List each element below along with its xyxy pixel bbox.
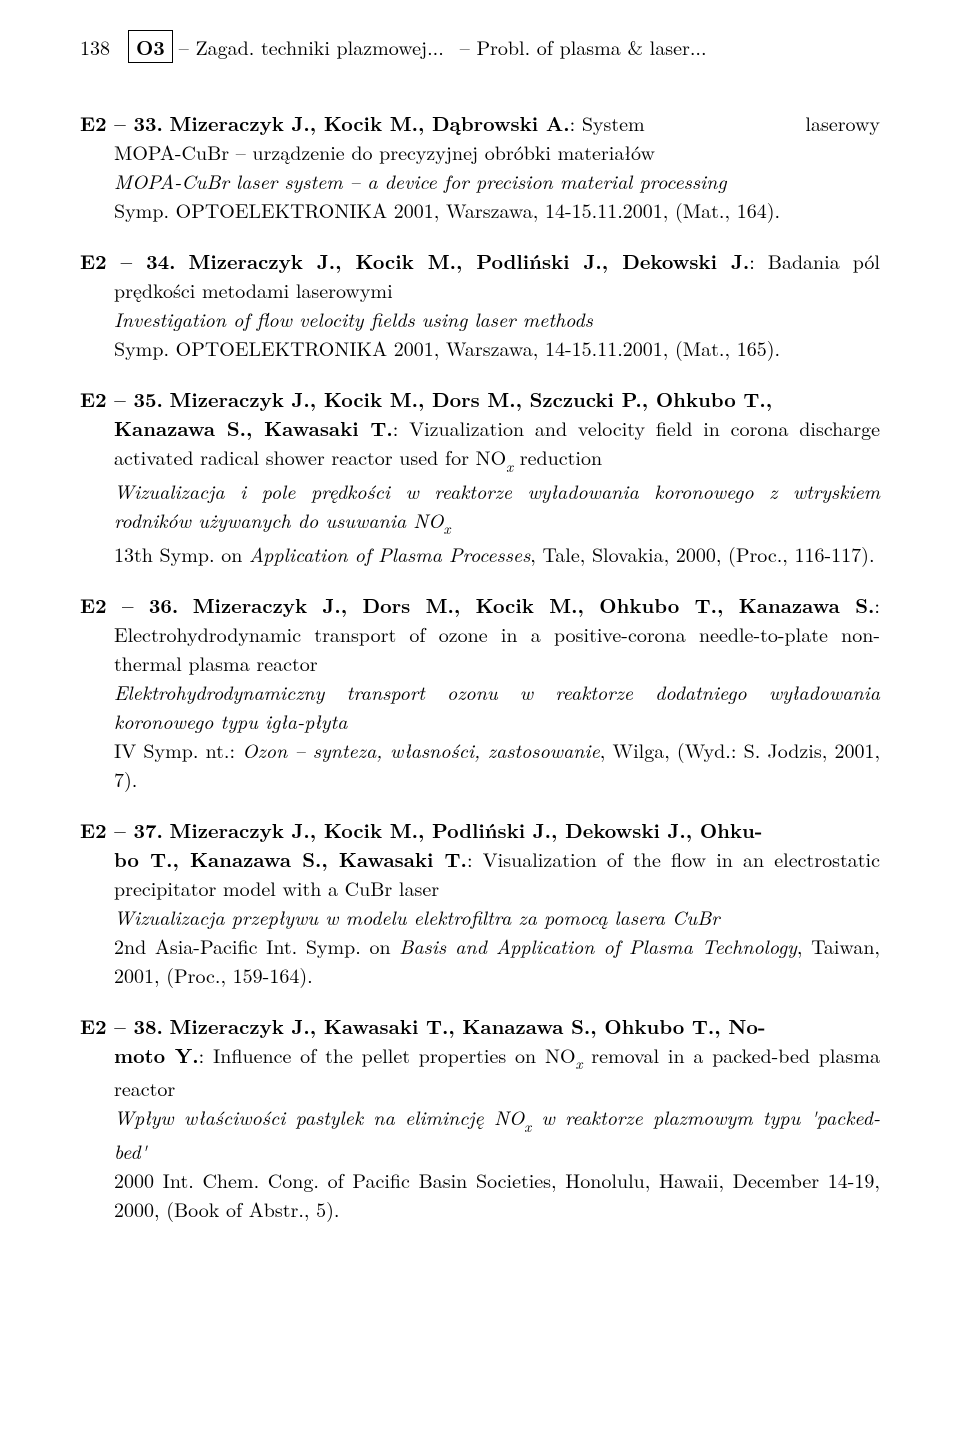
entry-title-en-a: : Influence of the pellet properties on …	[199, 1040, 576, 1069]
entry-title-translation: Elektrohydrodynamiczny transport ozonu w…	[114, 677, 880, 735]
entry-venue: Symp. OPTOELEKTRONIKA 2001, Warszawa, 14…	[114, 333, 880, 362]
entry-venue-it: Application of Plasma Processes	[249, 539, 530, 568]
entry-title-translation: MOPA-CuBr laser system – a device for pr…	[114, 166, 880, 195]
entry-title-en-tail: reduction	[513, 442, 602, 471]
entry-title-right: laserowy	[839, 108, 880, 137]
entry-venue-a: 2nd Asia-Pacific Int. Symp. on	[114, 931, 399, 960]
entry-title-translation: Investigation of flow velocity fields us…	[114, 304, 880, 333]
entry-venue-a: IV Symp. nt.:	[114, 735, 242, 764]
entry-title-line2: MOPA-CuBr – urządzenie do precyzyjnej ob…	[114, 137, 880, 166]
entry-authors-line2: moto Y.	[114, 1040, 199, 1069]
entry-authors-line1: Mizeraczyk J., Kocik M., Dors M., Szczuc…	[170, 384, 773, 413]
entry-authors-line2: Kanazawa S., Kawasaki T.	[114, 413, 393, 442]
entry-venue-it: Basis and Application of Plasma Technolo…	[399, 931, 797, 960]
entry-venue: 2000 Int. Chem. Cong. of Pacific Basin S…	[114, 1165, 880, 1223]
subscript-x: x	[576, 1053, 583, 1074]
entry-authors: Mizeraczyk J., Kocik M., Dąbrowski A.	[170, 108, 570, 137]
subscript-x: x	[524, 1116, 531, 1137]
entry-id: E2 – 37.	[80, 815, 163, 844]
bibliography-entry: E2 – 36. Mizeraczyk J., Dors M., Kocik M…	[80, 590, 880, 793]
bibliography-entry: E2 – 34. Mizeraczyk J., Kocik M., Podliń…	[80, 246, 880, 362]
entry-venue-a: 13th Symp. on	[114, 539, 249, 568]
entry-authors-line2: bo T., Kanazawa S., Kawasaki T.	[114, 844, 467, 873]
header-title-right: – Probl. of plasma & laser...	[460, 32, 707, 61]
entry-id: E2 – 34.	[80, 246, 176, 275]
entry-venue-it: Ozon – synteza, własności, zastosowanie	[242, 735, 600, 764]
entry-id: E2 – 35.	[80, 384, 163, 413]
header-title-left: – Zagad. techniki plazmowej...	[179, 32, 444, 61]
entry-id: E2 – 38.	[80, 1011, 163, 1040]
running-header: 138 O3 – Zagad. techniki plazmowej... – …	[80, 30, 880, 63]
entry-authors: Mizeraczyk J., Dors M., Kocik M., Ohkubo…	[193, 590, 875, 619]
bibliography-entry: E2 – 33. Mizeraczyk J., Kocik M., Dąbrow…	[80, 108, 880, 224]
bibliography-entry: E2 – 37. Mizeraczyk J., Kocik M., Podliń…	[80, 815, 880, 989]
entry-title-it-a: Wpływ właściwości pastylek na elimincję …	[114, 1102, 524, 1131]
entry-authors-line1: Mizeraczyk J., Kawasaki T., Kanazawa S.,…	[170, 1011, 766, 1040]
entry-title-it: Wizualizacja i pole prędkości w reaktorz…	[114, 476, 880, 534]
page: 138 O3 – Zagad. techniki plazmowej... – …	[0, 0, 960, 1295]
entry-title-lead: : System	[570, 108, 645, 137]
entry-id: E2 – 36.	[80, 590, 178, 619]
entry-id: E2 – 33.	[80, 108, 163, 137]
entry-authors-line1: Mizeraczyk J., Kocik M., Podliński J., D…	[170, 815, 763, 844]
entry-venue-b: , Tale, Slovakia, 2000, (Proc., 116-117)…	[530, 539, 874, 568]
entry-title-translation: Wizualizacja przepływu w modelu elektrof…	[114, 902, 880, 931]
section-code: O3	[128, 30, 173, 63]
entry-venue: Symp. OPTOELEKTRONIKA 2001, Warszawa, 14…	[114, 195, 880, 224]
bibliography-entry: E2 – 38. Mizeraczyk J., Kawasaki T., Kan…	[80, 1011, 880, 1224]
entry-authors: Mizeraczyk J., Kocik M., Podliński J., D…	[189, 246, 750, 275]
bibliography-entry: E2 – 35. Mizeraczyk J., Kocik M., Dors M…	[80, 384, 880, 568]
page-number: 138	[80, 32, 110, 61]
subscript-x: x	[506, 456, 513, 477]
subscript-x: x	[443, 518, 450, 539]
